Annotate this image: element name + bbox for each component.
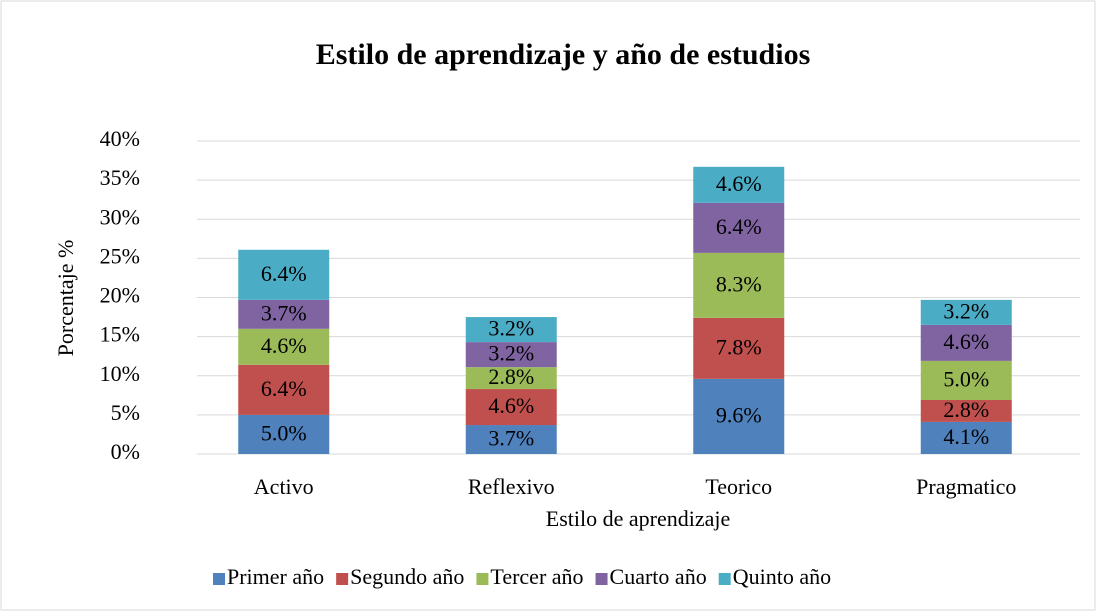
bar-segment [465,425,557,454]
x-axis-title: Estilo de aprendizaje [546,506,730,531]
data-label: 6.4% [261,261,307,286]
data-label: 5.0% [943,366,989,391]
bar-segment [238,414,330,454]
bar-segment [693,202,785,253]
data-label: 2.8% [943,397,989,422]
bar-segment [693,378,785,454]
x-tick-label: Activo [254,474,314,499]
legend-swatch [213,573,225,585]
bar-segment [693,252,785,318]
data-label: 7.8% [716,334,762,359]
bar-segment [238,299,330,329]
legend-label: Quinto año [733,564,831,589]
bar-segment [920,421,1012,454]
data-label: 3.2% [488,341,534,366]
data-label: 2.8% [488,364,534,389]
legend-label: Segundo año [350,564,464,589]
y-tick-label: 35% [100,165,140,190]
legend-swatch [595,573,608,585]
legend-swatch [336,573,349,585]
bar-segment [920,324,1012,361]
bar-segment [465,342,557,368]
y-tick-label: 25% [100,243,140,268]
y-tick-label: 15% [100,322,140,347]
bar-segment [465,367,557,390]
y-axis-title: Porcentaje % [53,240,78,357]
y-tick-label: 40% [100,126,140,151]
data-label: 5.0% [261,420,307,445]
data-label: 3.7% [261,300,307,325]
legend-swatch [476,573,489,585]
bar-segment [238,328,330,365]
bar-segment [465,317,557,343]
chart-title: Estilo de aprendizaje y año de estudios [316,38,811,71]
bar-segment [238,364,330,415]
legend-label: Cuarto año [610,564,707,589]
data-label: 3.2% [488,316,534,341]
data-label: 6.4% [716,214,762,239]
bar-segment [920,299,1012,325]
x-tick-label: Teorico [705,474,772,499]
y-tick-label: 5% [111,400,140,425]
y-tick-label: 0% [111,439,140,464]
data-label: 6.4% [261,376,307,401]
bar-segment [693,166,785,203]
bar-segment [920,400,1012,422]
data-label: 4.6% [488,393,534,418]
data-label: 3.2% [943,298,989,323]
data-label: 4.6% [261,333,307,358]
data-label: 3.7% [488,426,534,451]
data-label: 4.1% [943,424,989,449]
data-label: 9.6% [716,402,762,427]
data-label: 4.6% [716,171,762,196]
x-tick-label: Pragmatico [916,474,1016,499]
legend-label: Primer año [227,564,324,589]
y-tick-label: 10% [100,361,140,386]
bar-segment [920,360,1012,401]
legend-label: Tercer año [490,564,583,589]
bar-segment [465,389,557,426]
bar-segment [693,317,785,379]
y-tick-label: 30% [100,204,140,229]
data-label: 4.6% [943,329,989,354]
y-tick-label: 20% [100,283,140,308]
data-label: 8.3% [716,271,762,296]
legend-swatch [718,573,731,585]
bar-segment [238,249,330,300]
x-tick-label: Reflexivo [468,474,555,499]
